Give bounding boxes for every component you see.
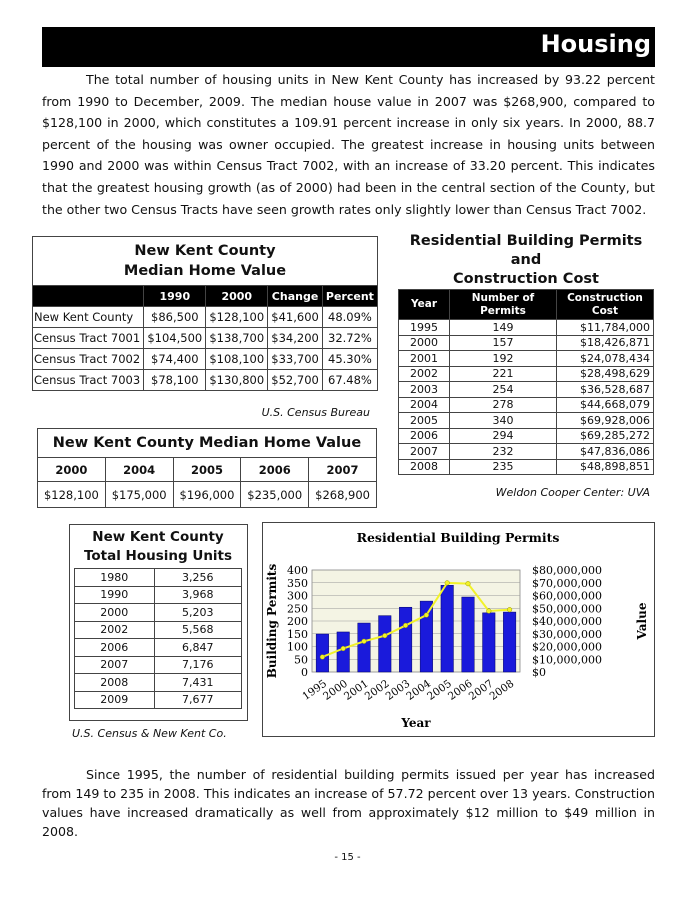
median-trend-col-header: 2007 xyxy=(308,457,377,482)
y-tick-label: 0 xyxy=(301,666,308,679)
y-tick-label: 100 xyxy=(287,641,308,654)
permits-col-number: Number of Permits xyxy=(449,289,557,320)
table-row: 1990 3,968 xyxy=(74,585,243,604)
y2-tick-label: $30,000,000 xyxy=(532,628,602,641)
permits-chart: Residential Building Permits 05010015020… xyxy=(262,522,655,737)
y2-tick-label: $60,000,000 xyxy=(532,590,602,603)
value-point xyxy=(423,612,429,618)
table-row: 2000 5,203 xyxy=(74,603,243,622)
y-tick-label: 400 xyxy=(287,564,308,577)
housing-units-box xyxy=(69,524,248,721)
housing-units-source: U.S. Census & New Kent Co. xyxy=(72,727,227,740)
housing-units-title: New Kent County Total Housing Units xyxy=(83,529,233,564)
outro-text: Since 1995, the number of residential bu… xyxy=(42,767,655,839)
median-trend-table: New Kent County Median Home Value 2000 2… xyxy=(37,428,377,508)
x-axis-label: Year xyxy=(400,716,431,730)
y2-tick-label: $80,000,000 xyxy=(532,564,602,577)
median-table-col-header: 1990 xyxy=(143,285,207,307)
y-tick-label: 200 xyxy=(287,615,308,628)
value-point xyxy=(486,608,492,614)
y2-axis-label: Value xyxy=(635,602,649,640)
table-row: 2007 232 $47,836,086 xyxy=(398,443,654,460)
permits-table-source: Weldon Cooper Center: UVA xyxy=(495,486,650,499)
y-tick-label: 50 xyxy=(294,653,308,666)
y-tick-label: 150 xyxy=(287,628,308,641)
y2-tick-label: $10,000,000 xyxy=(532,653,602,666)
table-row: 2003 254 $36,528,687 xyxy=(398,381,654,398)
table-row: 2008 235 $48,898,851 xyxy=(398,458,654,475)
median-table-col-header: 2000 xyxy=(205,285,269,307)
permits-table-title: Residential Building Permits and Constru… xyxy=(409,233,643,287)
table-row: 2004 278 $44,668,079 xyxy=(398,396,654,413)
value-point xyxy=(444,580,450,586)
intro-paragraph: The total number of housing units in New… xyxy=(42,69,655,220)
y2-tick-label: $50,000,000 xyxy=(532,602,602,615)
table-row: 2002 5,568 xyxy=(74,620,243,639)
y-axis-label: Building Permits xyxy=(265,564,279,679)
median-table-source: U.S. Census Bureau xyxy=(261,406,370,419)
bar xyxy=(440,585,454,673)
median-home-value-table: New Kent County Median Home Value 1990 2… xyxy=(31,236,379,391)
median-table-col-header: Change xyxy=(267,285,323,307)
table-row: 2006 6,847 xyxy=(74,638,243,657)
table-row: 2009 7,677 xyxy=(74,690,243,709)
intro-text: The total number of housing units in New… xyxy=(42,72,655,217)
median-trend-col-header: 2005 xyxy=(172,457,242,482)
median-table-corner xyxy=(31,285,145,307)
table-row: 2007 7,176 xyxy=(74,655,243,674)
permits-col-cost: Construction Cost xyxy=(556,289,654,320)
y2-tick-label: $70,000,000 xyxy=(532,577,602,590)
bar xyxy=(503,611,517,673)
section-header: Housing xyxy=(42,27,655,67)
table-row: 2002 221 $28,498,629 xyxy=(398,365,654,382)
value-point xyxy=(382,633,388,639)
bar xyxy=(482,612,496,673)
value-point xyxy=(361,638,367,644)
y2-tick-label: $0 xyxy=(532,666,546,679)
permits-table: Residential Building Permits and Constru… xyxy=(398,232,654,475)
table-row: 1995 149 $11,784,000 xyxy=(398,319,654,336)
chart-title: Residential Building Permits xyxy=(357,530,560,545)
bar xyxy=(461,596,475,673)
table-row: Census Tract 7003 $78,100 $130,800 $52,7… xyxy=(31,369,379,391)
y-tick-label: 350 xyxy=(287,577,308,590)
value-point xyxy=(465,581,471,587)
value-line xyxy=(322,581,510,658)
y2-tick-label: $20,000,000 xyxy=(532,641,602,654)
median-trend-title: New Kent County Median Home Value xyxy=(37,428,377,458)
y2-tick-label: $40,000,000 xyxy=(532,615,602,628)
bar xyxy=(419,600,433,673)
table-row: 2008 7,431 xyxy=(74,673,243,692)
bar xyxy=(399,606,413,673)
housing-units-table: 1980 3,256 1990 3,968 2000 5,203 2002 5,568 … xyxy=(74,568,243,709)
table-row: Census Tract 7002 $74,400 $108,100 $33,7… xyxy=(31,348,379,370)
table-row: Census Tract 7001 $104,500 $138,700 $34,… xyxy=(31,327,379,349)
section-title: Housing xyxy=(540,30,651,58)
y-tick-label: 300 xyxy=(287,590,308,603)
value-point xyxy=(507,607,513,613)
outro-paragraph: Since 1995, the number of residential bu… xyxy=(42,765,655,841)
page-number: - 15 - xyxy=(334,852,361,863)
table-row: 2006 294 $69,285,272 xyxy=(398,427,654,444)
median-table-col-header: Percent xyxy=(321,285,379,307)
bar xyxy=(336,631,350,673)
bar xyxy=(378,615,392,673)
table-row: $128,100 $175,000 $196,000 $235,000 $268… xyxy=(37,481,377,508)
permits-col-year: Year xyxy=(398,289,450,320)
value-point xyxy=(319,654,325,660)
y-tick-label: 250 xyxy=(287,602,308,615)
median-trend-col-header: 2000 xyxy=(37,457,106,482)
value-point xyxy=(403,622,409,628)
median-trend-col-header: 2004 xyxy=(104,457,174,482)
table-row: 1980 3,256 xyxy=(74,568,243,587)
table-row: New Kent County $86,500 $128,100 $41,600… xyxy=(31,306,379,328)
table-row: 2005 340 $69,928,006 xyxy=(398,412,654,429)
table-row: 2000 157 $18,426,871 xyxy=(398,334,654,351)
table-row: 2001 192 $24,078,434 xyxy=(398,350,654,367)
value-point xyxy=(340,645,346,652)
median-table-title: New Kent County Median Home Value xyxy=(32,236,378,286)
bar xyxy=(315,633,329,673)
median-trend-col-header: 2006 xyxy=(240,457,310,482)
bar xyxy=(357,622,371,673)
